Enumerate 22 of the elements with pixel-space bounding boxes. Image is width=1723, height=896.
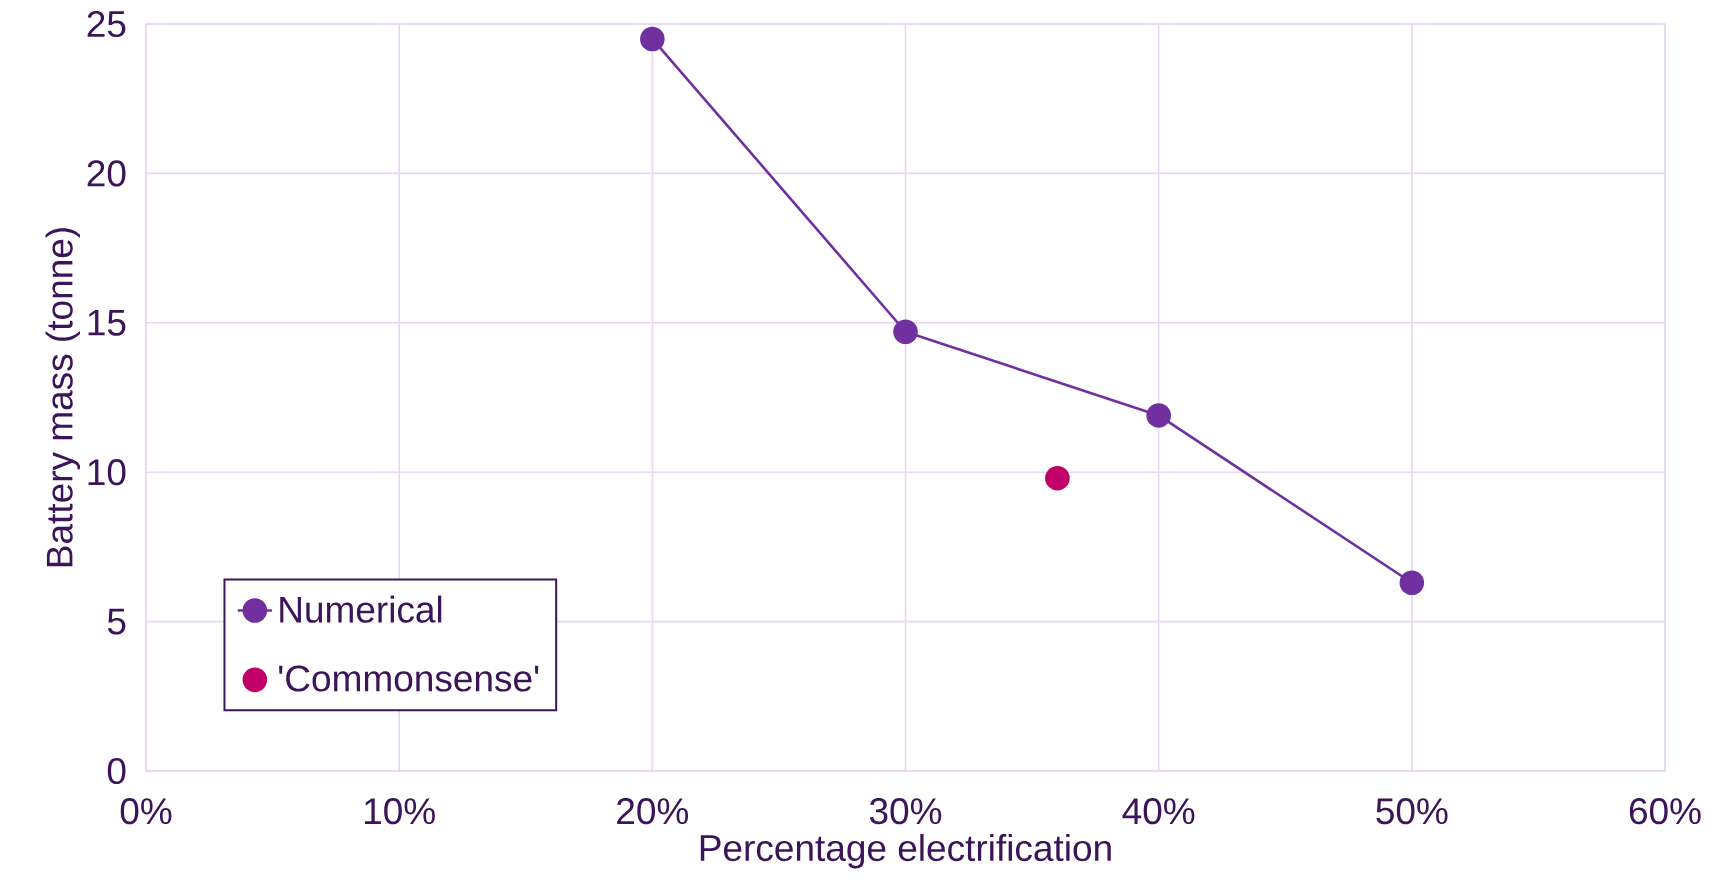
x-tick-label: 30% xyxy=(869,798,942,825)
legend-label: Numerical xyxy=(280,595,442,623)
y-tick-label: 15 xyxy=(88,309,126,336)
point xyxy=(640,26,665,52)
x-tick-label: 10% xyxy=(364,798,435,825)
x-tick-label: 60% xyxy=(1629,798,1701,825)
point xyxy=(1045,465,1070,491)
x-tick-label: 20% xyxy=(617,798,689,825)
y-tick-label: 0 xyxy=(107,757,126,785)
x-tick-label: 40% xyxy=(1122,798,1195,825)
x-tick-label: 50% xyxy=(1376,798,1448,825)
y-tick-label: 25 xyxy=(87,10,126,38)
y-axis-title: Battery mass (tonne) xyxy=(45,228,81,567)
x-tick-label: 0% xyxy=(120,798,172,825)
point xyxy=(1146,403,1171,428)
y-tick-label: 5 xyxy=(107,608,126,635)
point xyxy=(893,319,918,345)
y-tick-label: 10 xyxy=(88,459,126,486)
y-tick-label: 20 xyxy=(87,160,126,187)
point xyxy=(1399,570,1425,596)
x-axis-title: Percentage electrification xyxy=(700,833,1111,869)
legend-label: 'Commonsense' xyxy=(279,665,539,692)
